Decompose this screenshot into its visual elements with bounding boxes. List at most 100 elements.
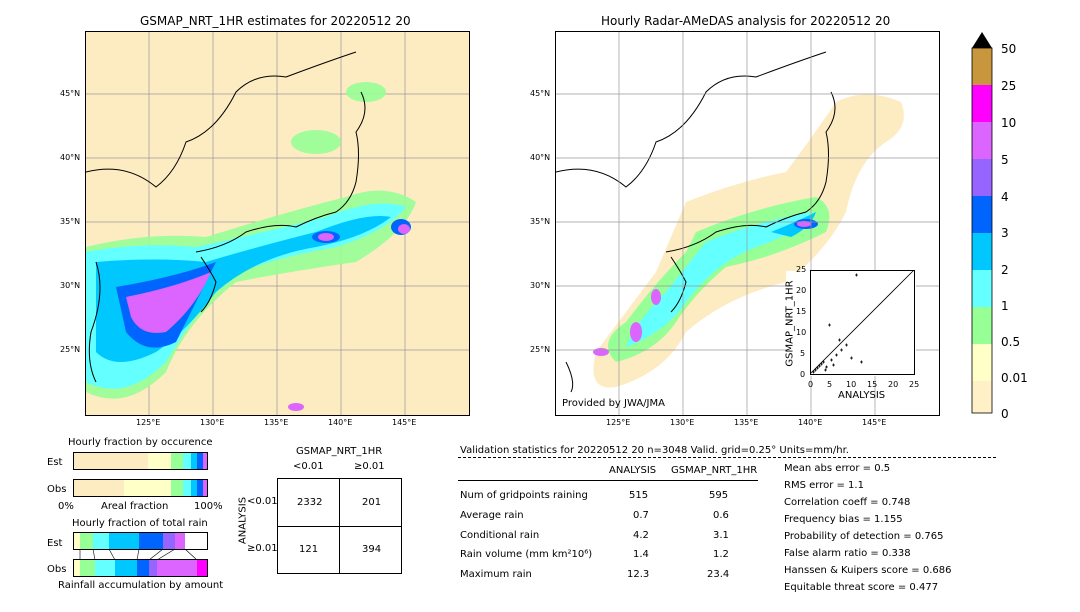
occurrence-axis-mid: Areal fraction (101, 501, 169, 512)
colorbar-label-5: 5 (1001, 153, 1009, 167)
contingency-cell-21: 121 (299, 544, 319, 555)
total-rain-footer: Rainfall accumulation by amount (58, 580, 224, 591)
scatter-ytick-25: 25 (796, 265, 807, 274)
colorbar-label-0: 0 (1001, 407, 1009, 421)
right-lat-tick-30: 30°N (530, 281, 551, 290)
scatter-ytick-0: 0 (800, 370, 806, 379)
total-rain-row-est: Est (47, 538, 63, 549)
colorbar-label-3: 3 (1001, 226, 1009, 240)
score-line: Probability of detection = 0.765 (784, 531, 944, 542)
scatter-ytick-5: 5 (800, 349, 806, 358)
total-rain-row-obs: Obs (47, 564, 67, 575)
occurrence-axis-right: 100% (194, 501, 223, 512)
contingency-hdivider (278, 526, 401, 527)
score-line: False alarm ratio = 0.338 (784, 548, 911, 559)
validation-row-gsmap: 1.2 (713, 549, 729, 560)
validation-row-label: Conditional rain (460, 530, 540, 541)
right-lat-tick-40: 40°N (530, 153, 551, 162)
validation-divider (458, 457, 996, 458)
total-rain-title: Hourly fraction of total rain (72, 518, 208, 529)
left-lon-tick-135: 135°E (264, 418, 289, 427)
validation-row-gsmap: 0.6 (713, 510, 729, 521)
contingency-cell-22: 394 (362, 544, 382, 555)
contingency-col-header: GSMAP_NRT_1HR (296, 446, 383, 457)
validation-row-analysis: 0.7 (633, 510, 649, 521)
right-map-title: Hourly Radar-AMeDAS analysis for 2022051… (601, 14, 891, 28)
contingency-col-ge: ≥0.01 (354, 461, 385, 472)
left-lat-tick-35: 35°N (60, 217, 81, 226)
validation-row-label: Average rain (460, 510, 524, 521)
right-lon-tick-125: 125°E (606, 418, 631, 427)
left-lat-tick-45: 45°N (60, 89, 81, 98)
colorbar-label-10: 10 (1001, 116, 1017, 130)
scatter-ytick-20: 20 (796, 286, 807, 295)
scatter-xtick-15: 15 (867, 380, 878, 389)
contingency-col-lt: <0.01 (293, 461, 324, 472)
left-lat-tick-30: 30°N (60, 281, 81, 290)
colorbar-label-50: 50 (1001, 42, 1017, 56)
score-line: Frequency bias = 1.155 (784, 514, 903, 525)
validation-row-gsmap: 3.1 (713, 530, 729, 541)
occurrence-axis-left: 0% (58, 501, 74, 512)
scatter-xtick-20: 20 (888, 380, 899, 389)
scatter-ytick-10: 10 (796, 328, 807, 337)
scatter-xtick-10: 10 (846, 380, 857, 389)
score-line: RMS error = 1.1 (784, 480, 864, 491)
right-lat-tick-45: 45°N (530, 89, 551, 98)
scatter-xtick-0: 0 (808, 380, 814, 389)
scatter-ytick-15: 15 (796, 307, 807, 316)
validation-header: Validation statistics for 20220512 20 n=… (460, 445, 849, 456)
left-map-title: GSMAP_NRT_1HR estimates for 20220512 20 (140, 14, 411, 28)
left-lon-tick-145: 145°E (392, 418, 417, 427)
left-map-canvas (86, 32, 469, 415)
right-lon-tick-145: 145°E (862, 418, 887, 427)
validation-col-underline (458, 480, 758, 481)
colorbar-label-0.5: 0.5 (1001, 335, 1021, 349)
left-map-panel: 125°E (85, 31, 470, 416)
scatter-xtick-5: 5 (827, 380, 833, 389)
colorbar-label-2: 2 (1001, 263, 1009, 277)
validation-row-analysis: 515 (629, 490, 649, 501)
colorbar-label-25: 25 (1001, 79, 1017, 93)
validation-row-label: Maximum rain (460, 569, 532, 580)
right-lat-tick-35: 35°N (530, 217, 551, 226)
validation-col-analysis: ANALYSIS (609, 465, 657, 476)
validation-row-gsmap: 23.4 (707, 569, 730, 580)
occurrence-row-obs: Obs (47, 484, 67, 495)
score-line: Hanssen & Kuipers score = 0.686 (784, 565, 952, 576)
total-rain-bars (73, 532, 208, 577)
contingency-row-ge: ≥0.01 (247, 543, 278, 554)
contingency-cell-11: 2332 (297, 497, 323, 508)
scatter-xlabel: ANALYSIS (838, 390, 886, 401)
left-lon-tick-125: 125°E (136, 418, 161, 427)
right-lon-tick-135: 135°E (734, 418, 759, 427)
occurrence-row-est: Est (47, 457, 63, 468)
score-line: Correlation coeff = 0.748 (784, 497, 911, 508)
left-lat-tick-40: 40°N (60, 153, 81, 162)
scatter-xtick-25: 25 (909, 380, 920, 389)
contingency-row-lt: <0.01 (247, 496, 278, 507)
colorbar-label-0.01: 0.01 (1001, 371, 1028, 385)
validation-row-analysis: 12.3 (627, 569, 650, 580)
colorbar (971, 32, 993, 414)
colorbar-label-4: 4 (1001, 190, 1009, 204)
contingency-cell-12: 201 (362, 497, 382, 508)
left-lon-tick-130: 130°E (200, 418, 225, 427)
scatter-plot (810, 270, 915, 375)
occurrence-bars (73, 452, 208, 497)
score-line: Mean abs error = 0.5 (784, 463, 891, 474)
left-lat-tick-25: 25°N (60, 345, 81, 354)
validation-row-gsmap: 595 (709, 490, 729, 501)
right-lon-tick-130: 130°E (670, 418, 695, 427)
validation-row-label: Num of gridpoints raining (460, 490, 588, 501)
validation-row-label: Rain volume (mm km²10⁶) (460, 549, 593, 560)
validation-row-analysis: 4.2 (633, 530, 649, 541)
data-credit: Provided by JWA/JMA (562, 398, 665, 409)
left-lon-tick-140: 140°E (328, 418, 353, 427)
score-line: Equitable threat score = 0.477 (784, 582, 939, 593)
validation-col-gsmap: GSMAP_NRT_1HR (671, 465, 758, 476)
contingency-grid: 2332 201 121 394 (277, 478, 402, 574)
occurrence-title: Hourly fraction by occurence (68, 437, 213, 448)
validation-row-analysis: 1.4 (633, 549, 649, 560)
colorbar-label-1: 1 (1001, 299, 1009, 313)
